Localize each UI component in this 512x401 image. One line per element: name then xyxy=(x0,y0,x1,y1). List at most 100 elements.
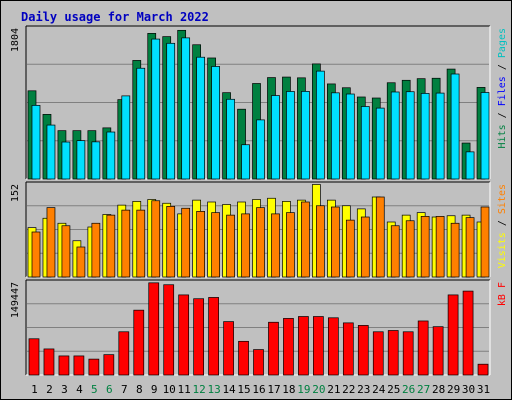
y-max-label: 149447 xyxy=(10,282,21,318)
x-tick-label-day-29: 29 xyxy=(447,383,460,396)
bar-kb-f-day-11 xyxy=(178,294,190,376)
bar-files-day-21 xyxy=(331,92,340,180)
bar-sites-day-14 xyxy=(226,214,235,278)
bar-files-day-11 xyxy=(181,37,191,180)
bar-sites-day-11 xyxy=(181,207,191,278)
x-tick-label-day-22: 22 xyxy=(342,383,355,396)
legend: Visits / Sites xyxy=(497,184,508,268)
bar-sites-day-27 xyxy=(420,216,430,278)
bar-files-day-29 xyxy=(450,73,460,180)
bar-files-day-31 xyxy=(480,92,490,180)
bar-kb-f-day-9 xyxy=(148,282,160,376)
legend-separator: / xyxy=(497,106,508,124)
legend-entry: Sites xyxy=(497,184,508,214)
x-tick-label-day-25: 25 xyxy=(387,383,400,396)
bar-files-day-3 xyxy=(61,141,71,180)
legend: kB F xyxy=(497,282,508,306)
bar-files-day-2 xyxy=(46,124,56,180)
panel-visits: 152 Visits / Sites xyxy=(10,181,508,278)
bar-kb-f-day-31 xyxy=(477,363,489,376)
x-tick-label-day-16: 16 xyxy=(252,383,265,396)
x-tick-label-day-18: 18 xyxy=(282,383,295,396)
bar-files-day-9 xyxy=(151,38,161,180)
legend-entry: Files xyxy=(497,76,508,106)
x-tick-label-day-20: 20 xyxy=(312,383,325,396)
bar-kb-f-day-18 xyxy=(283,318,294,376)
x-tick-label-day-14: 14 xyxy=(222,383,236,396)
bar-files-day-5 xyxy=(91,141,101,180)
bar-sites-day-22 xyxy=(345,219,355,278)
x-tick-label-day-17: 17 xyxy=(267,383,280,396)
bar-sites-day-6 xyxy=(106,214,116,278)
bar-files-day-6 xyxy=(106,131,116,180)
bar-sites-day-31 xyxy=(480,206,490,278)
bar-sites-day-10 xyxy=(166,206,176,278)
panel-hits: 1804 Hits / Files / Pages xyxy=(10,25,508,180)
bar-files-day-19 xyxy=(301,91,310,180)
bar-sites-day-18 xyxy=(286,212,295,278)
bar-files-day-25 xyxy=(390,91,400,180)
bar-sites-day-4 xyxy=(76,246,86,278)
bar-files-day-15 xyxy=(241,144,250,180)
bar-sites-day-23 xyxy=(360,216,370,278)
bar-sites-day-28 xyxy=(435,216,445,278)
bar-files-day-14 xyxy=(226,98,235,180)
bar-kb-f-day-7 xyxy=(118,331,130,376)
bar-kb-f-day-16 xyxy=(253,349,264,376)
x-tick-label-day-12: 12 xyxy=(193,383,206,396)
bar-kb-f-day-22 xyxy=(342,322,354,376)
bar-files-day-10 xyxy=(166,42,176,180)
bar-sites-day-24 xyxy=(375,196,385,278)
bar-files-day-13 xyxy=(211,66,220,180)
x-tick-label-day-15: 15 xyxy=(237,383,250,396)
x-tick-label-day-9: 9 xyxy=(151,383,158,396)
y-max-label: 1804 xyxy=(10,28,21,52)
bar-sites-day-1 xyxy=(31,231,41,278)
bar-sites-day-5 xyxy=(91,222,101,278)
bar-sites-day-15 xyxy=(241,213,250,278)
bar-files-day-17 xyxy=(271,95,280,180)
bar-sites-day-20 xyxy=(316,205,325,278)
bar-files-day-18 xyxy=(286,91,295,180)
bar-sites-day-7 xyxy=(121,209,131,278)
bar-kb-f-day-23 xyxy=(357,325,369,376)
bar-files-day-22 xyxy=(345,93,355,180)
x-tick-label-day-4: 4 xyxy=(76,383,83,396)
panel-kbytes: 149447 kB F xyxy=(10,279,508,376)
bar-kb-f-day-15 xyxy=(238,340,249,376)
legend-separator: / xyxy=(497,58,508,76)
x-axis-labels: 1 2 3 4 5 6 7 8 9 10 11 12 13 14 15 16 17 18 19 20 21 22 23 24 2… xyxy=(31,383,490,396)
bar-kb-f-day-21 xyxy=(328,317,339,376)
bar-sites-day-16 xyxy=(256,207,265,278)
x-tick-label-day-7: 7 xyxy=(121,383,128,396)
x-tick-label-day-5: 5 xyxy=(91,383,98,396)
bar-sites-day-21 xyxy=(331,206,340,278)
bar-sites-day-2 xyxy=(46,207,56,278)
legend-separator: / xyxy=(497,214,508,232)
chart-title: Daily usage for March 2022 xyxy=(21,10,209,24)
bar-kb-f-day-25 xyxy=(387,330,399,376)
bar-sites-day-30 xyxy=(465,217,475,278)
bar-kb-f-day-12 xyxy=(193,298,204,376)
bar-files-day-16 xyxy=(256,119,265,180)
bar-sites-day-29 xyxy=(450,222,460,278)
bar-files-day-24 xyxy=(375,107,385,180)
bar-kb-f-day-5 xyxy=(88,358,100,376)
legend-entry: Hits xyxy=(497,124,508,148)
legend-entry: Visits xyxy=(497,232,508,268)
bar-sites-day-13 xyxy=(211,212,220,278)
bar-files-day-26 xyxy=(405,91,415,180)
bar-kb-f-day-3 xyxy=(58,355,70,376)
bar-sites-day-12 xyxy=(196,211,205,278)
bar-kb-f-day-20 xyxy=(313,316,324,376)
x-tick-label-day-11: 11 xyxy=(178,383,191,396)
bar-sites-day-3 xyxy=(61,225,71,278)
bar-kb-f-day-4 xyxy=(73,355,85,376)
x-tick-label-day-24: 24 xyxy=(372,383,386,396)
x-tick-label-day-13: 13 xyxy=(207,383,220,396)
bar-kb-f-day-19 xyxy=(298,316,309,376)
bar-kb-f-day-26 xyxy=(402,331,414,376)
bar-kb-f-day-8 xyxy=(133,309,145,376)
